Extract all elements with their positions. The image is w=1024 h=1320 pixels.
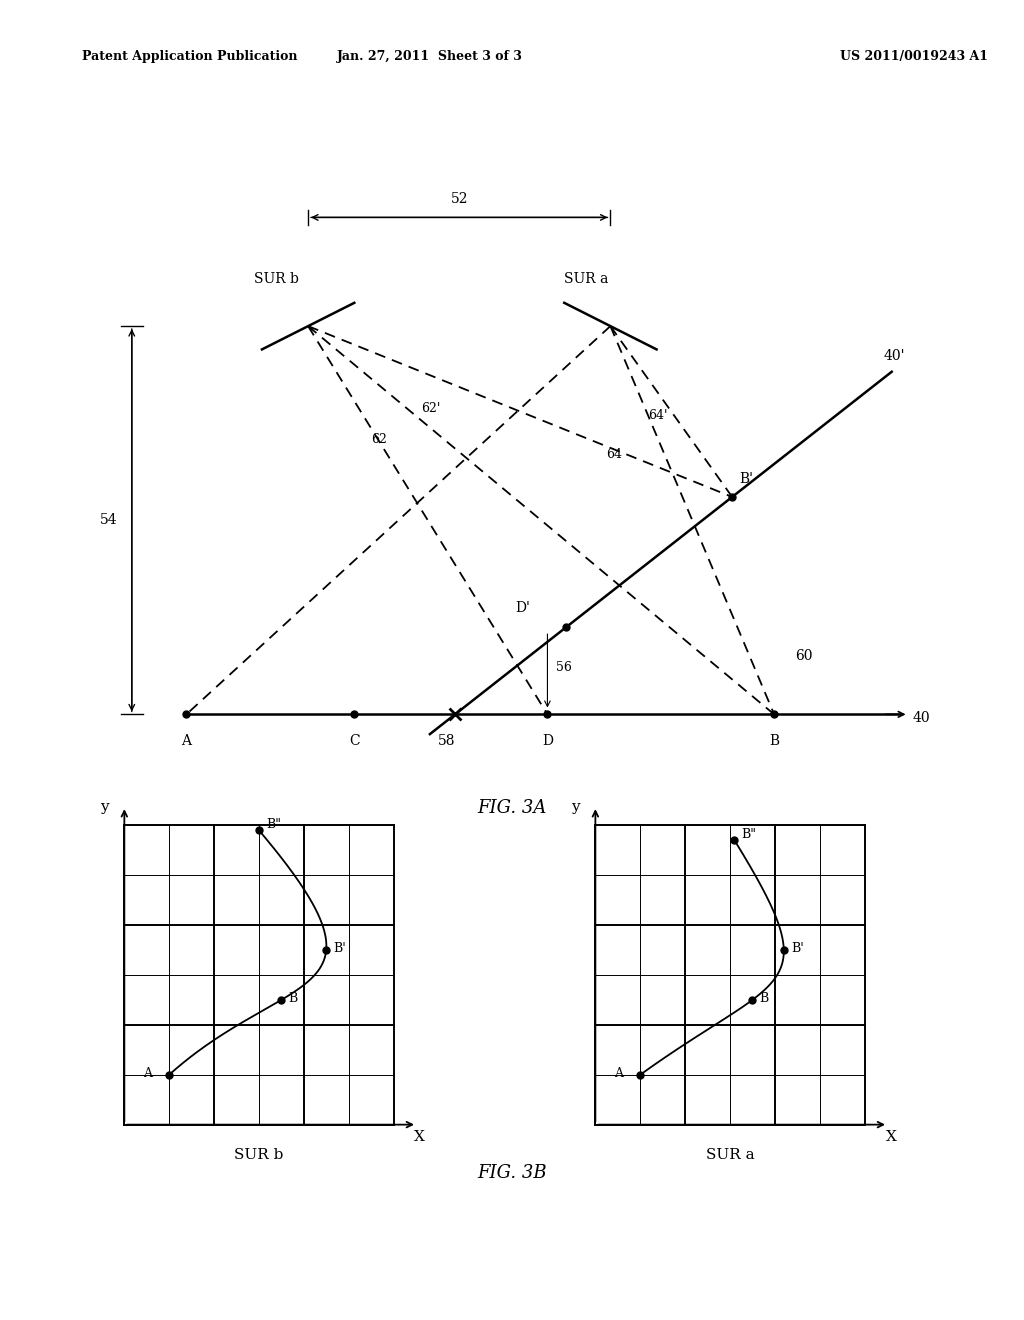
Text: B': B' [791, 942, 804, 956]
Text: 62: 62 [371, 433, 387, 446]
Text: US 2011/0019243 A1: US 2011/0019243 A1 [840, 50, 988, 63]
Text: y: y [99, 800, 109, 814]
Text: A: A [143, 1067, 152, 1080]
Text: 62': 62' [422, 401, 441, 414]
Text: 54: 54 [100, 513, 118, 527]
Text: Patent Application Publication: Patent Application Publication [82, 50, 297, 63]
Text: SUR a: SUR a [564, 272, 608, 286]
Text: 40': 40' [884, 348, 905, 363]
Text: B: B [760, 993, 769, 1006]
Text: 56: 56 [556, 661, 571, 675]
Text: 60: 60 [795, 649, 813, 663]
Text: A: A [181, 734, 191, 748]
Text: D': D' [515, 601, 530, 615]
Text: B": B" [741, 828, 757, 841]
Text: Jan. 27, 2011  Sheet 3 of 3: Jan. 27, 2011 Sheet 3 of 3 [337, 50, 523, 63]
Text: B: B [769, 734, 779, 748]
Text: X: X [886, 1130, 896, 1144]
Text: A: A [614, 1067, 623, 1080]
Text: C: C [349, 734, 359, 748]
Text: 40: 40 [912, 711, 931, 725]
Text: SUR a: SUR a [706, 1148, 755, 1163]
Text: X: X [415, 1130, 425, 1144]
Text: FIG. 3A: FIG. 3A [477, 799, 547, 817]
Text: 58: 58 [438, 734, 456, 748]
Text: SUR b: SUR b [254, 272, 298, 286]
Text: SUR b: SUR b [234, 1148, 284, 1163]
Text: D: D [542, 734, 553, 748]
Text: y: y [570, 800, 580, 814]
Text: 52: 52 [451, 193, 468, 206]
Text: B': B' [739, 473, 753, 486]
Text: FIG. 3B: FIG. 3B [477, 1164, 547, 1183]
Text: B": B" [266, 818, 281, 830]
Text: B: B [289, 993, 298, 1006]
Text: 64': 64' [648, 409, 668, 422]
Text: B': B' [333, 942, 346, 956]
Text: 64: 64 [606, 447, 623, 461]
